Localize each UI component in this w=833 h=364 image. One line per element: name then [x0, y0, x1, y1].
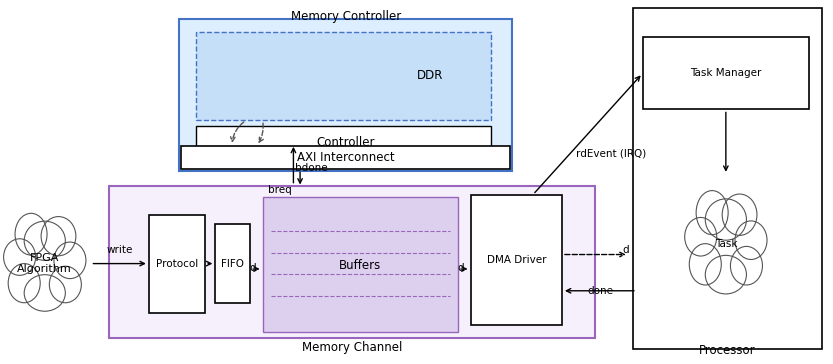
FancyBboxPatch shape [643, 37, 809, 110]
Text: breq: breq [268, 185, 292, 195]
Text: FPGA
Algorithm: FPGA Algorithm [17, 253, 72, 274]
Text: Protocol: Protocol [156, 258, 198, 269]
Text: rdEvent (IRQ): rdEvent (IRQ) [576, 149, 646, 158]
Text: d: d [249, 263, 256, 273]
FancyBboxPatch shape [196, 126, 491, 158]
Text: Task Manager: Task Manager [691, 68, 761, 78]
FancyBboxPatch shape [181, 146, 510, 169]
Ellipse shape [49, 266, 82, 303]
FancyBboxPatch shape [215, 224, 250, 304]
Ellipse shape [731, 246, 762, 285]
Text: Buffers: Buffers [339, 259, 381, 272]
Ellipse shape [24, 221, 65, 260]
Text: DMA Driver: DMA Driver [486, 255, 546, 265]
Text: Processor: Processor [699, 344, 756, 357]
Text: done: done [587, 286, 613, 296]
FancyBboxPatch shape [179, 19, 512, 171]
FancyBboxPatch shape [196, 32, 491, 120]
Text: Memory Controller: Memory Controller [291, 10, 401, 23]
FancyBboxPatch shape [149, 215, 205, 313]
Ellipse shape [689, 244, 721, 285]
FancyBboxPatch shape [471, 195, 562, 325]
Ellipse shape [685, 217, 716, 256]
Text: AXI Interconnect: AXI Interconnect [297, 151, 395, 164]
Ellipse shape [3, 239, 36, 275]
Ellipse shape [24, 275, 65, 311]
Text: d: d [457, 263, 464, 273]
Ellipse shape [8, 264, 40, 303]
FancyBboxPatch shape [109, 186, 596, 338]
FancyBboxPatch shape [262, 197, 458, 332]
Text: Controller: Controller [317, 136, 375, 149]
Ellipse shape [696, 191, 728, 235]
Ellipse shape [15, 213, 47, 255]
Text: d: d [622, 245, 629, 254]
FancyBboxPatch shape [633, 8, 822, 349]
Ellipse shape [54, 242, 86, 278]
Text: FIFO: FIFO [222, 258, 244, 269]
Text: write: write [107, 245, 132, 254]
Ellipse shape [722, 194, 757, 236]
Ellipse shape [41, 217, 76, 256]
Ellipse shape [735, 221, 767, 260]
Text: DDR: DDR [416, 68, 443, 82]
Ellipse shape [706, 199, 746, 240]
Text: Memory Channel: Memory Channel [302, 341, 402, 354]
Ellipse shape [706, 256, 746, 294]
Text: bdone: bdone [295, 163, 327, 173]
Text: Task: Task [715, 239, 737, 249]
